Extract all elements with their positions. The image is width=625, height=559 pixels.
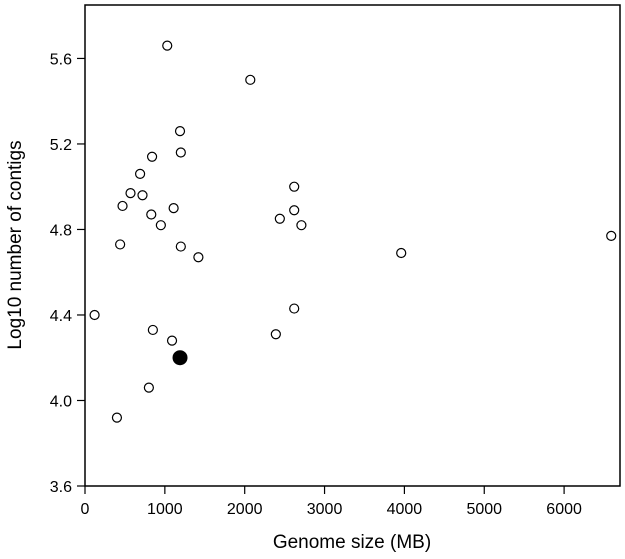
data-point xyxy=(175,241,186,252)
data-point xyxy=(137,190,148,201)
y-axis-ticks: 3.6 4.0 4.4 4.8 5.2 5.6 xyxy=(50,51,85,496)
data-point xyxy=(166,335,178,346)
y-tick-label: 5.2 xyxy=(50,137,72,154)
x-axis-label: Genome size (MB) xyxy=(273,532,431,553)
data-point xyxy=(270,329,281,340)
data-point xyxy=(162,40,173,51)
data-point xyxy=(175,147,186,158)
data-point xyxy=(146,209,157,220)
data-point xyxy=(111,412,123,423)
x-tick-label: 1000 xyxy=(147,501,183,518)
y-tick-label: 4.4 xyxy=(50,308,72,325)
y-tick-label: 3.6 xyxy=(50,479,72,496)
data-point xyxy=(193,252,204,263)
data-point xyxy=(289,205,300,216)
data-point xyxy=(147,324,158,336)
data-point xyxy=(115,239,126,250)
x-tick-label: 5000 xyxy=(466,501,502,518)
x-axis-ticks: 0 1000 2000 3000 4000 5000 6000 xyxy=(81,486,582,518)
y-axis-label: Log10 number of contigs xyxy=(5,140,26,349)
data-point xyxy=(396,247,407,259)
x-tick-label: 0 xyxy=(81,501,90,518)
x-tick-label: 2000 xyxy=(227,501,263,518)
data-point xyxy=(89,309,100,321)
data-point xyxy=(143,382,154,393)
x-tick-label: 3000 xyxy=(307,501,343,518)
data-point xyxy=(289,303,300,314)
data-point xyxy=(168,202,179,214)
data-points xyxy=(89,40,617,423)
data-point xyxy=(274,213,285,224)
y-tick-label: 4.0 xyxy=(50,393,72,410)
data-point xyxy=(155,220,166,231)
highlighted-data-point xyxy=(172,350,188,366)
plot-frame xyxy=(84,4,621,487)
data-point xyxy=(296,220,307,231)
x-tick-label: 6000 xyxy=(546,501,582,518)
x-tick-label: 4000 xyxy=(387,501,423,518)
data-point xyxy=(174,126,186,137)
data-point xyxy=(117,200,128,212)
y-tick-label: 5.6 xyxy=(50,51,72,68)
data-point xyxy=(245,74,256,85)
data-point xyxy=(146,151,158,162)
data-point xyxy=(606,230,617,241)
data-point xyxy=(134,168,146,179)
data-point xyxy=(125,188,136,199)
data-point xyxy=(289,181,300,192)
y-tick-label: 4.8 xyxy=(50,222,72,239)
